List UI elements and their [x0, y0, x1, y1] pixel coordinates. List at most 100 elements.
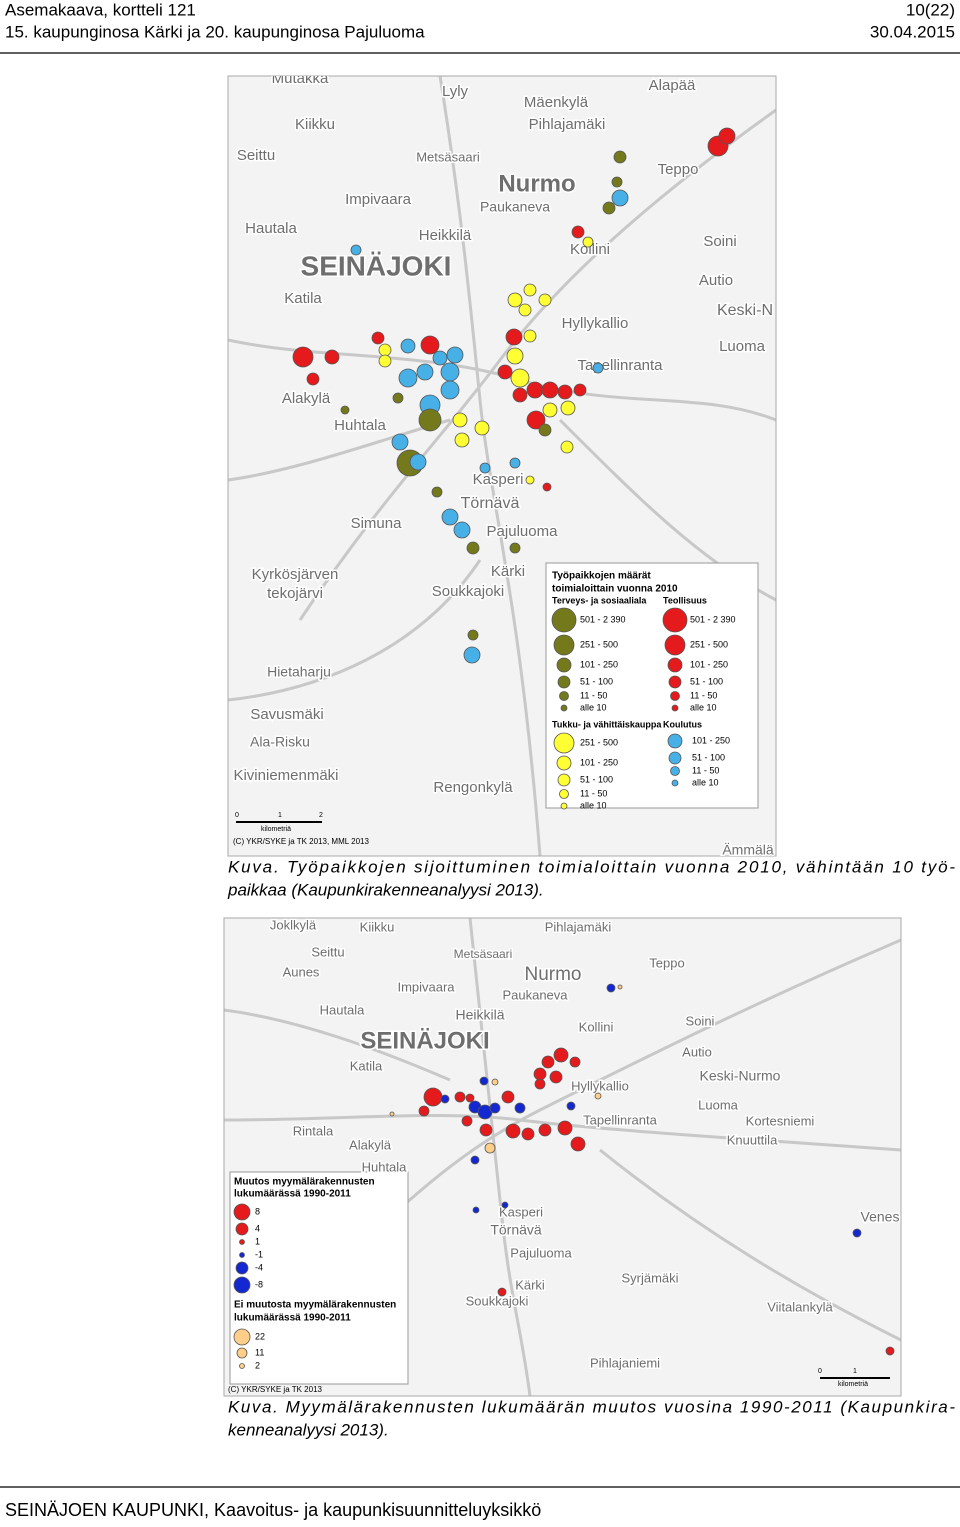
legend-item: 101 - 250 — [580, 659, 618, 669]
map-symbol — [453, 521, 471, 539]
header-title: Asemakaava, kortteli 121 — [5, 0, 196, 19]
map-2-overlay: Joklkylä Kiikku Pihlajamäki Seittu Metsäsaar… — [228, 918, 901, 1394]
map-symbol — [233, 1328, 251, 1346]
map-credit: (C) YKR/SYKE ja TK 2013 — [228, 1385, 323, 1394]
map-symbol — [556, 755, 572, 771]
map-symbol — [350, 244, 362, 256]
place-label: Kiikku — [360, 919, 395, 934]
map-symbol — [239, 1363, 245, 1369]
place-label: Tapellinranta — [583, 1112, 657, 1127]
map-symbol — [525, 475, 535, 485]
legend-item: 251 - 500 — [580, 737, 618, 747]
legend-item: 101 - 250 — [690, 659, 728, 669]
place-label: Hyllykallio — [562, 315, 629, 332]
place-label: Kortesniemi — [746, 1113, 815, 1128]
legend-title: lukumäärässä 1990-2011 — [234, 1189, 351, 1200]
map-symbol — [507, 292, 523, 308]
legend-item: 22 — [255, 1331, 265, 1341]
caption-line: kenneanalyysi 2013). — [228, 1420, 389, 1439]
place-label: Syrjämäki — [621, 1270, 678, 1285]
place-label: SEINÄJOKI — [301, 250, 452, 281]
footer: SEINÄJOEN KAUPUNKI, Kaavoitus- ja kaupun… — [5, 1500, 541, 1520]
map-symbol — [418, 1105, 430, 1117]
map-symbol — [566, 1101, 576, 1111]
map-symbol — [324, 349, 340, 365]
map-symbol — [557, 384, 573, 400]
map-symbol — [479, 462, 491, 474]
map-symbol — [560, 440, 574, 454]
place-label: Soini — [703, 233, 736, 250]
place-label: Kasperi — [473, 471, 524, 488]
map-symbol — [454, 1091, 466, 1103]
place-label: Kollini — [570, 241, 610, 258]
legend-item: alle 10 — [692, 777, 719, 787]
legend-item: 11 - 50 — [690, 690, 717, 700]
place-label: Seittu — [237, 147, 275, 164]
place-label: Metsäsaari — [454, 947, 513, 961]
place-label: Paukaneva — [480, 199, 550, 215]
place-label: Lyly — [442, 83, 469, 100]
legend-box — [229, 1171, 409, 1385]
map-symbol — [521, 1127, 535, 1141]
map-symbol — [409, 453, 427, 471]
map-symbol — [542, 402, 558, 418]
map-symbol — [533, 1067, 547, 1081]
legend-item: 51 - 100 — [580, 676, 613, 686]
place-label: Heikkilä — [455, 1007, 504, 1023]
map-symbol — [671, 704, 679, 712]
map-symbol — [534, 1078, 546, 1090]
map-symbol — [340, 405, 350, 415]
map-symbol — [559, 691, 569, 701]
map-symbol — [526, 381, 544, 399]
place-label: Pajuluoma — [510, 1245, 572, 1260]
map-symbol — [512, 387, 528, 403]
place-label: Alapää — [649, 77, 696, 94]
map-credit: (C) YKR/SYKE ja TK 2013, MML 2013 — [233, 837, 369, 846]
legend-item: 8 — [255, 1206, 260, 1216]
place-label: Venes — [861, 1209, 900, 1225]
map-frame — [227, 75, 777, 857]
legend-item: 2 — [255, 1360, 260, 1370]
scale-label: 0 — [818, 1368, 822, 1375]
map-symbol — [557, 773, 571, 787]
legend-item: alle 10 — [580, 702, 607, 712]
place-label: Huhtala — [334, 417, 386, 434]
map-symbol — [551, 607, 577, 633]
map-symbol — [582, 236, 594, 248]
legend-item: 51 - 100 — [692, 752, 725, 762]
place-label: Ämmälä — [722, 842, 774, 858]
map-symbol — [670, 691, 680, 701]
map-symbol — [571, 225, 585, 239]
map-symbol — [538, 423, 552, 437]
place-label: Alakylä — [282, 390, 331, 407]
place-label: Ala-Risku — [250, 734, 310, 750]
place-label: Knuuttila — [727, 1132, 778, 1147]
legend-title: toimialoittain vuonna 2010 — [552, 584, 678, 595]
place-label: Kiikku — [295, 116, 335, 133]
map-symbol — [538, 293, 552, 307]
map-symbol — [671, 779, 679, 787]
legend-item: alle 10 — [690, 702, 717, 712]
page-number: 10(22) — [906, 0, 955, 19]
map-symbol — [236, 1347, 248, 1359]
map-symbol — [662, 607, 688, 633]
map-symbol — [553, 1047, 569, 1063]
place-label: Seittu — [311, 944, 344, 959]
map-symbol — [441, 508, 459, 526]
map-1-overlay: Mutakka Lyly Mäenkylä Alapää Kiikku Pihlajamä… — [232, 76, 775, 858]
legend-item: 101 - 250 — [692, 735, 730, 745]
place-label: Katila — [350, 1058, 383, 1073]
map-symbol — [553, 732, 575, 754]
map-symbol — [557, 675, 571, 689]
map-symbol — [292, 346, 314, 368]
scale-label: 1 — [853, 1368, 857, 1375]
map-symbol — [497, 1287, 507, 1297]
place-label: Hietaharju — [267, 664, 331, 680]
scale-label: 0 — [235, 812, 239, 819]
map-symbol — [570, 1136, 586, 1152]
place-label: Viitalankylä — [767, 1299, 833, 1314]
map-symbol — [560, 802, 568, 810]
map-symbol — [491, 1078, 499, 1086]
map-symbol — [484, 1142, 496, 1154]
